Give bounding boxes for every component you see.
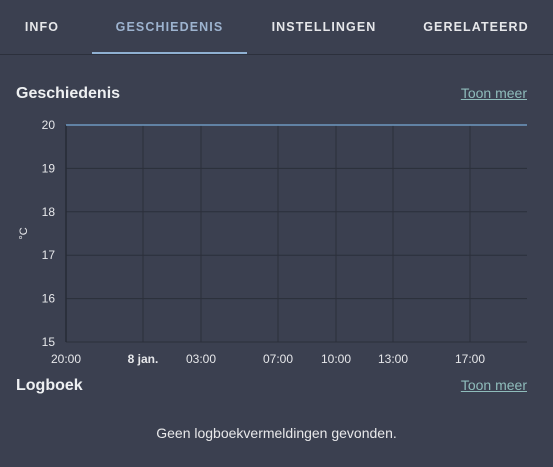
tab-history[interactable]: GESCHIEDENIS bbox=[92, 0, 247, 54]
history-show-more-link[interactable]: Toon meer bbox=[460, 85, 527, 101]
active-tab-indicator bbox=[92, 52, 247, 54]
y-axis-label: °C bbox=[18, 227, 30, 239]
x-tick-label: 8 jan. bbox=[128, 352, 159, 366]
x-tick-label: 07:00 bbox=[263, 352, 293, 366]
tab-settings[interactable]: INSTELLINGEN bbox=[250, 0, 398, 53]
history-title: Geschiedenis bbox=[16, 85, 121, 102]
tab-info-label: INFO bbox=[24, 19, 60, 34]
tab-related-label: GERELATEERD bbox=[423, 19, 529, 34]
x-tick-label: 10:00 bbox=[321, 352, 351, 366]
y-tick-label: 15 bbox=[42, 335, 56, 349]
history-chart: 20 19 18 17 16 15 20:00 8 jan. 03:00 07:00 10:00 13… bbox=[18, 118, 527, 366]
x-tick-label: 17:00 bbox=[455, 352, 485, 366]
y-tick-label: 17 bbox=[42, 248, 56, 262]
tab-related[interactable]: GERELATEERD bbox=[402, 0, 550, 53]
y-tick-label: 18 bbox=[42, 205, 56, 219]
x-tick-label: 03:00 bbox=[186, 352, 216, 366]
y-tick-label: 19 bbox=[42, 161, 56, 175]
y-tick-label: 16 bbox=[42, 292, 56, 306]
tab-history-label: GESCHIEDENIS bbox=[115, 19, 224, 34]
logbook-show-more-link[interactable]: Toon meer bbox=[460, 377, 527, 393]
tab-info[interactable]: INFO bbox=[0, 0, 84, 53]
logbook-title: Logboek bbox=[16, 377, 83, 394]
logbook-empty-message: Geen logboekvermeldingen gevonden. bbox=[156, 425, 397, 441]
tab-settings-label: INSTELLINGEN bbox=[271, 19, 377, 34]
y-tick-label: 20 bbox=[42, 118, 56, 132]
x-tick-label: 20:00 bbox=[51, 352, 81, 366]
tab-bar: INFO GESCHIEDENIS INSTELLINGEN GERELATEE… bbox=[0, 0, 553, 55]
x-tick-label: 13:00 bbox=[378, 352, 408, 366]
